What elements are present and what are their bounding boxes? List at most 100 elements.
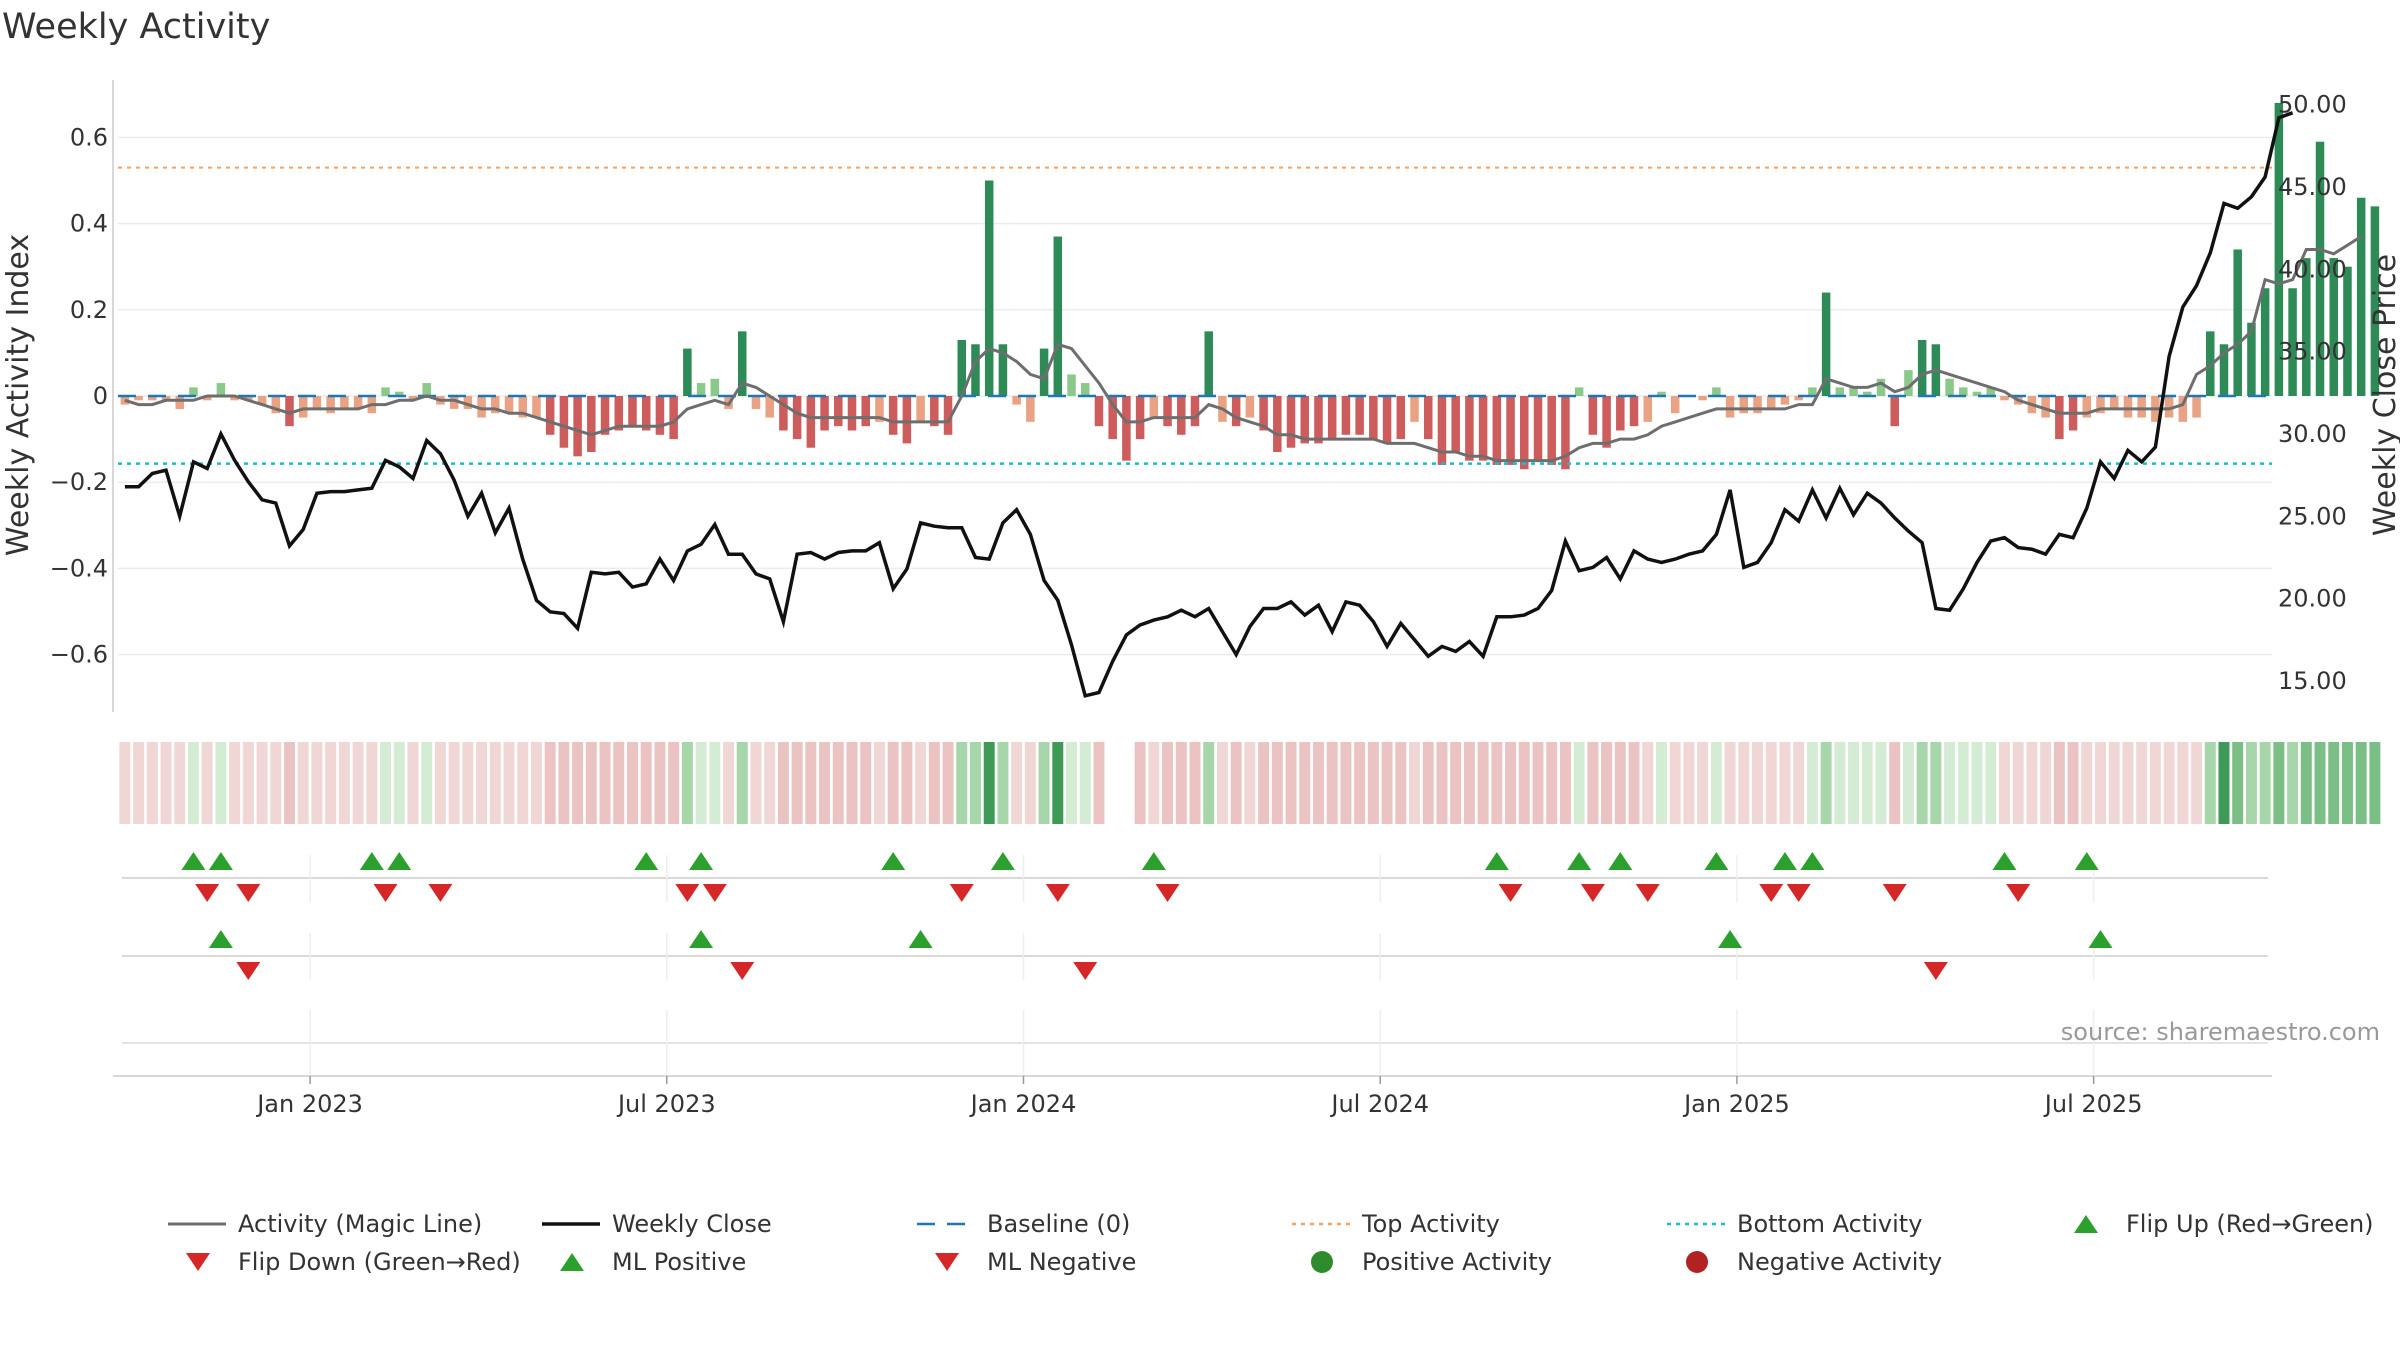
- heat-cell: [1628, 742, 1640, 824]
- activity-bar: [381, 387, 390, 396]
- flip-up-marker: [1141, 852, 1166, 870]
- ml-negative-marker: [1923, 962, 1948, 980]
- activity-bar: [930, 396, 939, 427]
- heat-cell: [1162, 742, 1174, 824]
- activity-bar: [1766, 396, 1776, 409]
- activity-bar: [600, 396, 610, 435]
- heat-cell: [613, 742, 625, 824]
- heat-cell: [215, 742, 227, 824]
- heat-cell: [1052, 742, 1064, 824]
- heat-cell: [338, 742, 350, 824]
- activity-bar: [573, 396, 582, 457]
- flip-up-marker: [881, 852, 906, 870]
- activity-bar: [1670, 396, 1680, 414]
- heat-cell: [352, 742, 364, 824]
- heat-cell: [1148, 742, 1160, 824]
- flip-up-marker: [1567, 852, 1592, 870]
- activity-bar: [326, 396, 335, 414]
- heat-cell: [572, 742, 584, 824]
- heat-cell: [627, 742, 638, 824]
- legend-label: Flip Up (Red→Green): [2126, 1210, 2374, 1238]
- legend-item: ML Positive: [560, 1248, 746, 1276]
- heat-cell: [1902, 742, 1914, 824]
- legend: Activity (Magic Line) Weekly Close Baselin…: [168, 1210, 2374, 1276]
- activity-bar: [1506, 396, 1515, 465]
- heat-cell: [2040, 742, 2052, 824]
- activity-bar: [1314, 396, 1323, 444]
- heat-cell: [1697, 742, 1709, 824]
- activity-bar: [285, 396, 294, 427]
- activity-bar: [1108, 396, 1117, 440]
- flip-up-marker: [387, 852, 412, 870]
- activity-bar: [834, 396, 843, 427]
- flip-down-marker: [2006, 884, 2031, 902]
- heat-cell: [2136, 742, 2148, 824]
- flip-up-marker: [1992, 852, 2017, 870]
- heat-cell: [1395, 742, 1407, 824]
- heat-cell: [901, 742, 913, 824]
- activity-bar: [1972, 391, 1982, 396]
- x-axis: Jan 2023 Jul 2023 Jan 2024 Jul 2024 Jan 2025…: [113, 1075, 2272, 1118]
- heat-cell: [819, 742, 831, 824]
- heat-cell: [1820, 742, 1832, 824]
- heat-cell: [311, 742, 323, 824]
- activity-bar: [1917, 339, 1927, 396]
- heat-cell: [2067, 742, 2079, 824]
- heat-cell: [2053, 742, 2065, 824]
- heat-cell: [1436, 742, 1448, 824]
- heat-cell: [928, 742, 940, 824]
- activity-bar: [2206, 331, 2215, 396]
- ml-positive-marker: [2088, 930, 2113, 948]
- activity-bar: [1149, 396, 1159, 418]
- ml-positive-marker: [1718, 930, 1743, 948]
- heat-cell: [2259, 742, 2271, 824]
- heat-cell: [530, 742, 542, 824]
- flip-up-marker: [689, 852, 714, 870]
- activity-bar: [161, 396, 171, 401]
- activity-bar: [477, 396, 486, 418]
- heat-cell: [2149, 742, 2161, 824]
- heat-cell: [517, 742, 529, 824]
- activity-bar: [1616, 396, 1625, 431]
- heat-cell: [695, 742, 707, 824]
- activity-bar: [1520, 396, 1529, 470]
- heat-cell: [503, 742, 515, 824]
- activity-bar: [1369, 396, 1378, 440]
- heat-cell: [133, 742, 145, 824]
- heat-cell: [942, 742, 954, 824]
- flip-down-marker: [1155, 884, 1180, 902]
- heat-cell: [1765, 742, 1777, 824]
- heat-cell: [1930, 742, 1942, 824]
- legend-item: ML Negative: [935, 1248, 1136, 1276]
- ml-negative-marker: [236, 962, 261, 980]
- activity-bar: [2109, 396, 2119, 409]
- heat-cell: [1587, 742, 1599, 824]
- heat-cell: [1175, 742, 1187, 824]
- heat-cell: [476, 742, 488, 824]
- activity-bar: [1465, 396, 1474, 461]
- heat-cell: [2177, 742, 2189, 824]
- flip-down-marker: [1882, 884, 1907, 902]
- activity-bar: [1698, 396, 1707, 401]
- activity-bar: [1478, 396, 1488, 461]
- heat-cell: [1216, 742, 1228, 824]
- activity-bar: [1286, 396, 1296, 448]
- heat-cell: [1285, 742, 1297, 824]
- activity-bar: [1012, 396, 1021, 405]
- flip-up-marker: [359, 852, 384, 870]
- heat-cell: [709, 742, 721, 824]
- heat-cell: [1655, 742, 1667, 824]
- heat-cell: [544, 742, 556, 824]
- flip-up-marker: [1484, 852, 1509, 870]
- heat-cell: [1244, 742, 1256, 824]
- heat-cell: [1271, 742, 1283, 824]
- activity-bar: [1327, 396, 1337, 440]
- activity-bar: [1808, 387, 1817, 396]
- activity-bar: [916, 396, 925, 422]
- gridlines: [118, 136, 2272, 656]
- activity-bar: [1026, 396, 1035, 422]
- heat-cell: [750, 742, 762, 824]
- heat-cell: [462, 742, 474, 824]
- activity-bar: [2260, 288, 2270, 396]
